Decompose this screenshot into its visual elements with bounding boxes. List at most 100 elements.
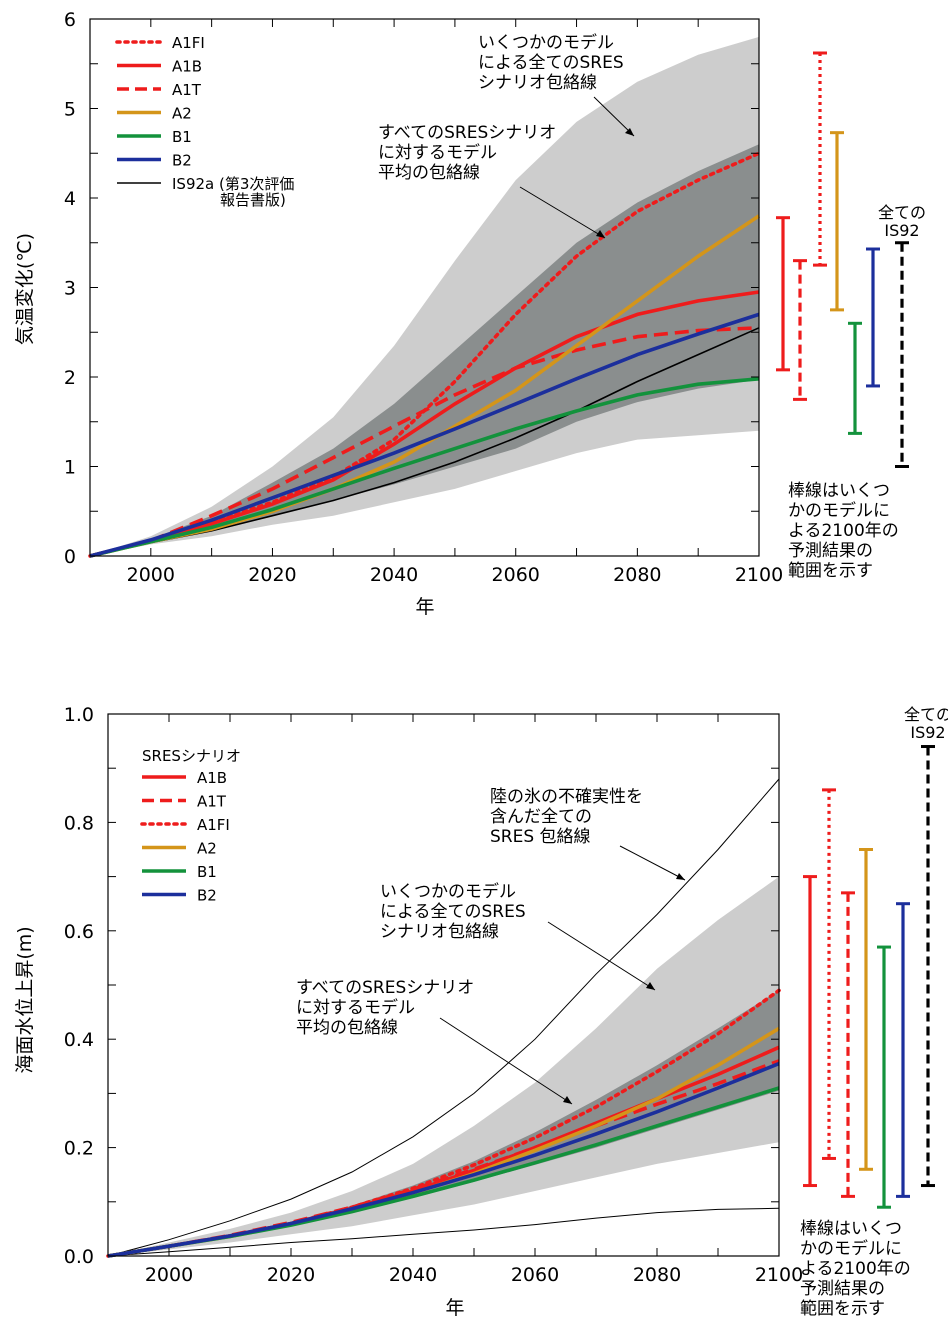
annotation-line: すべてのSRESシナリオ — [296, 978, 474, 998]
legend: SRESシナリオ A1B A1T A1FI A2 B1 B2 — [140, 747, 241, 905]
annotation-line: 平均の包絡線 — [296, 1018, 398, 1038]
axis-ticks: 2000 2020 2040 2060 2080 2100 0 1 2 3 4 5 6 — [64, 9, 783, 586]
y-tick-label: 4 — [64, 188, 76, 210]
y-tick-label: 0.4 — [64, 1029, 94, 1051]
annotation-arrow — [439, 1017, 573, 1105]
annotation-arrow — [593, 96, 635, 137]
envelopes — [90, 36, 759, 557]
annotation-arrow — [519, 186, 606, 239]
x-tick-label: 2040 — [370, 564, 418, 586]
legend-label: A1FI — [197, 816, 230, 834]
legend-title: SRESシナリオ — [142, 747, 241, 765]
y-axis-label: 気温変化(℃) — [14, 233, 36, 345]
all-is92-label: 全ての IS92 — [878, 203, 926, 240]
x-tick-label: 2040 — [389, 1264, 437, 1286]
legend-label: A2 — [172, 105, 192, 123]
land-ice-upper-line — [107, 778, 780, 1257]
annotation-line: による全てのSRES — [380, 902, 526, 922]
series-line-a1t — [89, 326, 760, 558]
arrow-head — [676, 873, 685, 880]
annotation-line: かのモデルに — [800, 1238, 902, 1259]
annotation-line: いくつかのモデル — [478, 32, 614, 53]
legend-label: A1T — [172, 81, 202, 99]
annotation-line: すべてのSRESシナリオ — [378, 123, 556, 143]
series-line-a1b — [89, 290, 760, 558]
range-bars — [803, 745, 935, 1209]
annotation-line: 全ての — [878, 203, 926, 222]
annotation-line: IS92 — [910, 723, 945, 742]
series-lines — [88, 151, 761, 558]
legend-label: A1T — [197, 793, 227, 811]
y-tick-label: 3 — [64, 278, 76, 300]
y-tick-label: 1.0 — [64, 704, 94, 726]
y-tick-label: 0.2 — [64, 1138, 94, 1160]
range-bars — [776, 51, 909, 468]
y-tick-label: 0 — [64, 546, 76, 568]
x-tick-label: 2000 — [127, 564, 175, 586]
annotation-arrow — [547, 921, 656, 991]
legend-label-cont: 報告書版) — [220, 191, 286, 209]
annotation-line: 範囲を示す — [800, 1299, 885, 1319]
arrow-head — [596, 230, 605, 238]
series-line-b1 — [89, 377, 760, 558]
envelope-all-annotation: いくつかのモデル による全てのSRES シナリオ包絡線 — [478, 32, 635, 137]
annotation-line: 予測結果の — [800, 1279, 885, 1299]
annotation-line: いくつかのモデル — [380, 881, 516, 902]
annotation-line: 棒線はいくつ — [800, 1219, 902, 1239]
annotation-line: 含んだ全ての — [490, 807, 592, 827]
annotation-line: シナリオ包絡線 — [478, 73, 597, 93]
x-axis-label: 年 — [445, 1297, 464, 1319]
x-tick-label: 2100 — [755, 1264, 803, 1286]
annotation-line: に対するモデル — [296, 997, 415, 1018]
x-axis-label: 年 — [415, 596, 434, 618]
series-line-b2 — [107, 1061, 780, 1258]
y-tick-label: 0.0 — [64, 1246, 94, 1268]
x-tick-label: 2080 — [633, 1264, 681, 1286]
x-tick-label: 2100 — [735, 564, 783, 586]
legend-label: IS92a (第3次評価 — [172, 175, 294, 193]
envelope-all-annotation: いくつかのモデル による全てのSRES シナリオ包絡線 — [380, 881, 656, 991]
all-is92-label: 全ての IS92 — [904, 705, 948, 742]
bar-note: 棒線はいくつ かのモデルに よる2100年の 予測結果の 範囲を示す — [800, 1219, 911, 1319]
series-lines — [106, 778, 781, 1258]
legend-label: A1B — [172, 58, 202, 76]
envelopes — [108, 876, 779, 1256]
legend-label: A2 — [197, 840, 217, 858]
annotation-line: よる2100年の — [800, 1259, 911, 1279]
annotation-line: に対するモデル — [378, 142, 497, 163]
legend-label: B2 — [197, 887, 217, 905]
annotation-line: による全てのSRES — [478, 53, 624, 73]
y-tick-label: 0.6 — [64, 921, 94, 943]
legend-label: A1FI — [172, 34, 205, 52]
envelope-band — [108, 876, 779, 1256]
envelope-band — [90, 144, 759, 557]
annotation-line: 全ての — [904, 705, 948, 724]
land-ice-annotation: 陸の氷の不確実性を 含んだ全ての SRES 包絡線 — [490, 787, 686, 881]
envelope-mean-annotation: すべてのSRESシナリオ に対するモデル 平均の包絡線 — [378, 123, 606, 239]
annotation-line: かのモデルに — [788, 500, 890, 521]
envelope-band — [108, 990, 779, 1256]
x-tick-label: 2060 — [511, 1264, 559, 1286]
x-tick-label: 2000 — [145, 1264, 193, 1286]
envelope-mean-annotation: すべてのSRESシナリオ に対するモデル 平均の包絡線 — [296, 978, 573, 1105]
arrow-head — [646, 982, 655, 990]
annotation-line: 予測結果の — [788, 541, 873, 561]
legend-label: B1 — [172, 128, 192, 146]
legend-label: A1B — [197, 769, 227, 787]
annotation-line: 棒線はいくつ — [788, 481, 890, 501]
axis-ticks: 2000 2020 2040 2060 2080 2100 0.0 0.2 0.4 0.6 0.8 1… — [64, 704, 803, 1286]
x-tick-label: 2080 — [613, 564, 661, 586]
land-ice-lower-line — [107, 1207, 780, 1257]
annotation-line: シナリオ包絡線 — [380, 922, 499, 942]
x-tick-label: 2060 — [492, 564, 540, 586]
y-tick-label: 2 — [64, 367, 76, 389]
x-tick-label: 2020 — [267, 1264, 315, 1286]
annotation-line: よる2100年の — [788, 521, 899, 541]
series-line-b2 — [89, 312, 760, 558]
annotation-line: SRES 包絡線 — [490, 827, 591, 847]
annotation-line: 範囲を示す — [788, 561, 873, 581]
sea-level-chart: 2000 2020 2040 2060 2080 2100 0.0 0.2 0.4 0.6 0.8 1… — [14, 704, 948, 1319]
